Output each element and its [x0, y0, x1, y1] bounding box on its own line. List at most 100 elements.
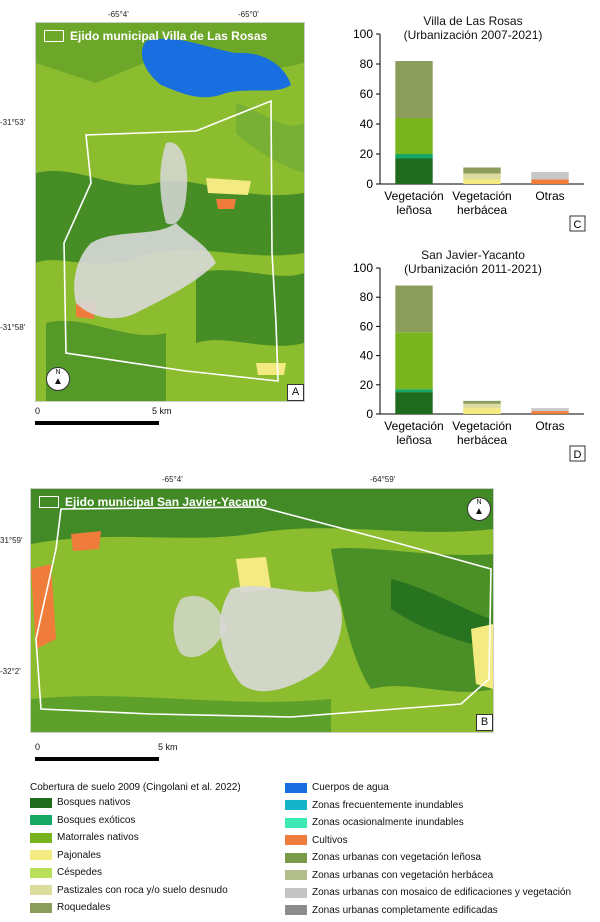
legend-label: Bosques nativos [57, 797, 131, 808]
x-tick-label: leñosa [396, 203, 432, 217]
map-a-land-cover [36, 23, 304, 401]
chart-c-subtitle: (Urbanización 2007-2021) [403, 28, 543, 42]
svg-text:D: D [574, 449, 582, 461]
map-a-coord-top-2: -65°0' [238, 10, 259, 19]
map-b-scale-end: 5 km [158, 742, 178, 752]
bar-segment [395, 285, 433, 333]
boundary-legend-icon [44, 30, 64, 42]
legend-swatch [30, 815, 52, 825]
bar-segment [463, 403, 501, 409]
legend-swatch [30, 850, 52, 860]
legend-label: Céspedes [57, 867, 103, 878]
map-b-coord-left-2: -32°2' [0, 667, 21, 676]
bar-segment [531, 411, 569, 414]
legend-swatch [285, 852, 307, 863]
x-tick-label: Vegetación [452, 419, 511, 433]
bar-segment [395, 154, 433, 159]
y-tick-label: 0 [366, 407, 373, 421]
chart-d-title-block: San Javier-Yacanto (Urbanización 2011-20… [358, 248, 588, 276]
map-a: Ejido municipal Villa de Las Rosas N ▲ A [35, 22, 305, 402]
map-b-coord-top-2: -64°59' [370, 475, 396, 484]
chart-d-subtitle: (Urbanización 2011-2021) [404, 262, 542, 276]
legend-swatch [285, 835, 307, 845]
legend-swatch [30, 832, 52, 843]
north-arrow-label: N [55, 369, 61, 376]
boundary-legend-icon [39, 496, 59, 508]
legend-swatch [285, 870, 307, 880]
bar-segment [395, 332, 433, 390]
x-tick-label: Otras [535, 189, 564, 203]
map-b-coord-top-1: -65°4' [162, 475, 183, 484]
bar-segment [463, 167, 501, 174]
legend-label: Bosques exóticos [57, 814, 136, 826]
legend-item: Cultivos [285, 835, 348, 846]
legend-label: Pajonales [57, 849, 101, 861]
y-tick-label: 20 [360, 378, 374, 392]
legend-item: Céspedes [30, 867, 102, 878]
map-a-coord-left-1: -31°53' [0, 118, 26, 127]
legend-swatch [30, 885, 52, 895]
map-b-title-text: Ejido municipal San Javier-Yacanto [65, 495, 268, 509]
legend-label: Zonas ocasionalmente inundables [312, 817, 464, 828]
legend-label: Zonas urbanas con vegetación leñosa [312, 852, 482, 863]
legend-swatch [285, 817, 307, 828]
map-a-coord-top-1: -65°4' [108, 10, 129, 19]
chart-d-title: San Javier-Yacanto [421, 248, 525, 262]
y-tick-label: 40 [360, 117, 374, 131]
legend-label: Cuerpos de agua [312, 782, 389, 793]
north-arrow-icon: N ▲ [46, 367, 70, 391]
y-tick-label: 100 [353, 261, 373, 275]
y-tick-label: 40 [360, 349, 374, 363]
bar-segment [531, 172, 569, 180]
bar-segment [463, 400, 501, 404]
panel-letter-b: B [476, 714, 493, 731]
legend-swatch [30, 902, 52, 913]
bar-segment [395, 61, 433, 118]
map-b-land-cover [31, 489, 493, 732]
legend-item: Zonas urbanas con vegetación leñosa [285, 852, 481, 863]
map-a-title-text: Ejido municipal Villa de Las Rosas [70, 29, 268, 43]
y-tick-label: 80 [360, 57, 374, 71]
legend-label: Zonas frecuentemente inundables [312, 799, 464, 811]
bar-segment [463, 408, 501, 414]
bar-segment [531, 179, 569, 184]
legend-swatch [285, 800, 307, 810]
svg-text:C: C [574, 219, 582, 231]
chart-c: 020406080100VegetaciónleñosaVegetaciónhe… [353, 27, 586, 232]
legend-label: Zonas urbanas con vegetación herbácea [312, 869, 494, 881]
map-a-scale-start: 0 [35, 406, 41, 416]
chart-d: 020406080100VegetaciónleñosaVegetaciónhe… [353, 261, 586, 462]
bar-segment [463, 173, 501, 180]
bar-segment [395, 389, 433, 393]
map-b: Ejido municipal San Javier-Yacanto N ▲ B [30, 488, 494, 733]
map-b-scale-start: 0 [35, 742, 41, 752]
map-b-scale-bar [35, 757, 159, 761]
north-arrow-icon: N ▲ [467, 497, 491, 521]
legend-item: Cuerpos de agua [285, 782, 389, 793]
bar-segment [531, 408, 569, 412]
bar-segment [395, 392, 433, 414]
map-b-title: Ejido municipal San Javier-Yacanto [39, 495, 267, 509]
legend-label: Pastizales con roca y/o suelo desnudo [57, 884, 228, 896]
legend-label: Roquedales [57, 902, 111, 913]
legend-swatch [285, 905, 307, 915]
legend-label: Matorrales nativos [57, 832, 139, 843]
legend-item: Pajonales [30, 850, 101, 861]
y-tick-label: 60 [360, 319, 374, 333]
legend-item: Zonas frecuentemente inundables [285, 800, 463, 811]
legend-item: Zonas urbanas con mosaico de edificacion… [285, 887, 571, 898]
y-tick-label: 20 [360, 147, 374, 161]
map-a-scale-end: 5 km [152, 406, 172, 416]
legend-item: Bosques exóticos [30, 815, 135, 826]
legend-item: Zonas urbanas completamente edificadas [285, 905, 498, 916]
bar-segment [463, 179, 501, 184]
legend-item: Bosques nativos [30, 797, 130, 808]
x-tick-label: Vegetación [384, 419, 443, 433]
legend-item: Roquedales [30, 902, 110, 913]
bar-segment [395, 158, 433, 184]
legend-label: Zonas urbanas con mosaico de edificacion… [312, 887, 572, 898]
y-tick-label: 0 [366, 177, 373, 191]
bar-segment [395, 118, 433, 154]
x-tick-label: herbácea [457, 203, 507, 217]
legend-label: Zonas urbanas completamente edificadas [312, 904, 498, 916]
